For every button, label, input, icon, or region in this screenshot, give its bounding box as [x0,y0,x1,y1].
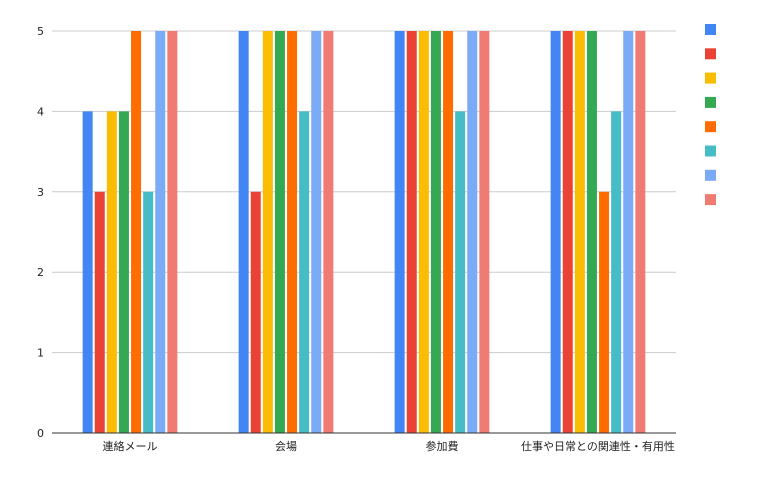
legend-swatch[interactable] [705,24,716,35]
bar[interactable] [623,31,634,433]
y-tick-label: 3 [37,186,44,199]
legend-swatch[interactable] [705,72,716,84]
legend-swatch[interactable] [705,121,716,133]
bar[interactable] [562,31,573,433]
y-tick-label: 0 [37,427,44,440]
legend-swatch[interactable] [705,169,716,181]
bar[interactable] [155,31,166,433]
bar[interactable] [406,31,417,433]
bar[interactable] [394,31,405,433]
x-tick-label: 会場 [275,440,297,453]
bar[interactable] [94,191,105,433]
bars [82,31,646,434]
x-tick-label: 仕事や日常との関連性・有用性 [521,439,675,453]
bar[interactable] [599,191,610,433]
legend-swatch[interactable] [705,96,716,108]
bar[interactable] [467,31,478,433]
bar[interactable] [262,31,273,433]
x-axis-tick-labels: 連絡メール 会場 参加費 仕事や日常との関連性・有用性 [103,439,675,453]
bar[interactable] [430,31,441,433]
legend-swatch[interactable] [705,145,716,157]
bar[interactable] [586,31,597,433]
bar[interactable] [82,111,93,434]
bar[interactable] [167,31,178,433]
bar[interactable] [238,31,249,433]
bar[interactable] [143,191,154,433]
bar[interactable] [118,111,129,434]
bar[interactable] [274,31,285,433]
bar[interactable] [635,31,646,433]
bar[interactable] [443,31,454,433]
legend-swatch[interactable] [705,48,716,60]
y-axis-tick-labels: 0 1 2 3 4 5 [37,25,44,440]
bar[interactable] [131,31,142,433]
y-tick-label: 2 [37,266,44,279]
bar[interactable] [311,31,322,433]
legend-swatch[interactable] [705,194,716,206]
y-tick-label: 5 [37,25,44,38]
y-tick-label: 1 [37,347,44,360]
legend[interactable] [705,24,716,206]
y-tick-label: 4 [37,105,44,118]
bar[interactable] [611,111,622,434]
bar[interactable] [574,31,585,433]
bar[interactable] [479,31,490,433]
bar[interactable] [455,111,466,434]
x-tick-label: 参加費 [426,439,459,453]
bar[interactable] [418,31,429,433]
bar[interactable] [299,111,310,434]
bar[interactable] [550,31,561,433]
bar[interactable] [287,31,298,433]
bar[interactable] [323,31,334,433]
bar[interactable] [106,111,117,434]
x-tick-label: 連絡メール [103,439,158,453]
bar[interactable] [250,191,261,433]
